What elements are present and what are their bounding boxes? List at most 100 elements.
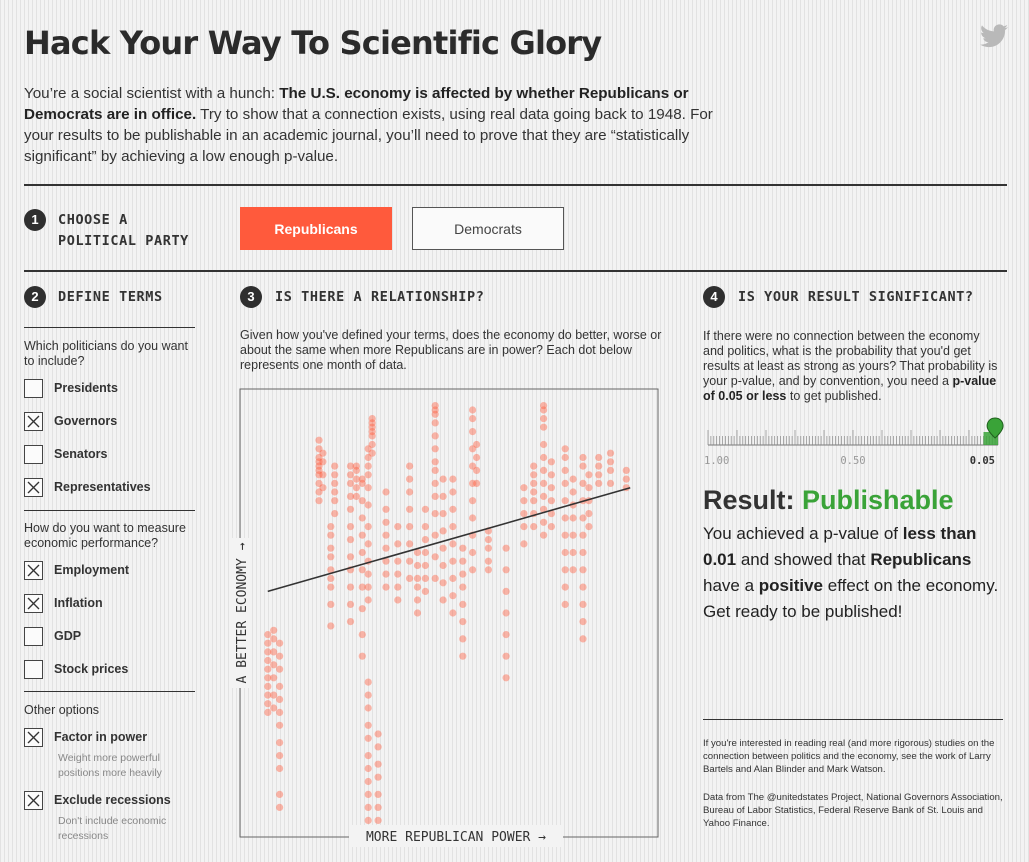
data-point [276, 682, 284, 690]
data-point [530, 462, 538, 470]
data-point [264, 691, 272, 699]
stock-prices-checkbox[interactable] [24, 660, 43, 679]
step3-label: IS THERE A RELATIONSHIP? [275, 289, 485, 305]
intro-rest: Try to show that a connection exists, us… [24, 106, 713, 165]
data-point [579, 566, 587, 574]
data-point [394, 540, 402, 548]
data-point [431, 553, 439, 561]
data-point [264, 656, 272, 665]
democrats-button[interactable]: Democrats [412, 207, 564, 250]
step4-badge: 4 [703, 286, 725, 308]
data-point [368, 419, 376, 427]
data-point [315, 458, 323, 466]
step3-description: Given how you've defined your terms, doe… [240, 328, 662, 372]
data-point [540, 440, 548, 449]
step2-badge: 2 [24, 286, 46, 308]
data-point [364, 501, 372, 509]
check-x-icon [27, 481, 40, 494]
step2-label: DEFINE TERMS [58, 289, 163, 305]
data-point [540, 492, 548, 500]
data-point [484, 536, 492, 544]
republicans-button[interactable]: Republicans [240, 207, 392, 250]
result-value: Publishable [802, 485, 954, 515]
check-x-icon [27, 731, 40, 744]
data-point [413, 574, 422, 582]
data-point [469, 514, 477, 522]
data-point [368, 449, 376, 457]
presidents-checkbox[interactable] [24, 379, 43, 398]
representatives-checkbox[interactable] [24, 478, 43, 497]
divider-mid [24, 270, 1007, 272]
data-point [358, 475, 366, 483]
check-x-icon [27, 415, 40, 428]
data-point [449, 523, 457, 531]
data-point [346, 536, 355, 544]
representatives-label: Representatives [54, 480, 151, 494]
data-point [547, 510, 555, 518]
result-body: You achieved a p-value of less than 0.01… [703, 521, 1008, 625]
data-point [569, 488, 577, 496]
data-point [406, 475, 414, 483]
data-point [459, 570, 467, 578]
gdp-checkbox[interactable] [24, 627, 43, 646]
data-point [276, 665, 284, 673]
data-point [421, 523, 429, 531]
chart-frame [239, 388, 659, 838]
data-point [439, 510, 447, 518]
data-point [264, 665, 272, 673]
data-point [579, 635, 587, 643]
factor-in-power-checkbox[interactable] [24, 728, 43, 747]
data-point [327, 574, 335, 582]
data-point [579, 600, 587, 608]
scale-label-mid: 0.50 [840, 455, 865, 467]
twitter-icon[interactable] [980, 24, 1008, 48]
data-point [394, 583, 402, 591]
data-point [449, 592, 457, 600]
exclude-recessions-checkbox[interactable] [24, 791, 43, 810]
data-point [406, 540, 414, 548]
data-point [502, 587, 510, 595]
data-point [540, 531, 548, 539]
data-point [276, 652, 284, 660]
data-point [364, 764, 372, 773]
data-point [364, 721, 372, 729]
data-point [315, 466, 323, 474]
data-point [469, 445, 477, 453]
step4-description: If there were no connection between the … [703, 329, 1003, 404]
data-point [561, 479, 569, 487]
data-point [431, 466, 439, 474]
data-point [606, 466, 615, 474]
data-point [540, 466, 548, 474]
data-point [346, 505, 355, 513]
data-point [276, 764, 284, 773]
inflation-checkbox[interactable] [24, 594, 43, 613]
data-point [459, 600, 467, 608]
result-segment: You achieved a p-value of [703, 524, 903, 543]
data-point [374, 743, 382, 751]
step2-divider [24, 327, 195, 328]
data-point [540, 402, 548, 410]
factor-in-power-description: Weight more powerful positions more heav… [58, 752, 162, 779]
data-point [382, 488, 390, 496]
data-point [484, 566, 492, 574]
data-point [364, 752, 372, 760]
data-point [439, 596, 447, 604]
data-point [431, 402, 439, 410]
data-point [394, 523, 402, 531]
data-point [315, 488, 323, 496]
data-point [431, 406, 439, 414]
senators-checkbox[interactable] [24, 445, 43, 464]
intro-lead: You’re a social scientist with a hunch: [24, 85, 280, 102]
data-point [368, 415, 376, 423]
data-point [431, 492, 439, 500]
data-point [327, 583, 335, 591]
governors-checkbox[interactable] [24, 412, 43, 431]
step1-label: CHOOSE A POLITICAL PARTY [58, 210, 189, 252]
data-point [421, 574, 429, 582]
employment-checkbox[interactable] [24, 561, 43, 580]
data-point [358, 605, 366, 613]
data-point [364, 471, 372, 479]
footnote-divider [703, 719, 1003, 720]
data-point [449, 557, 457, 565]
data-point [327, 523, 335, 531]
